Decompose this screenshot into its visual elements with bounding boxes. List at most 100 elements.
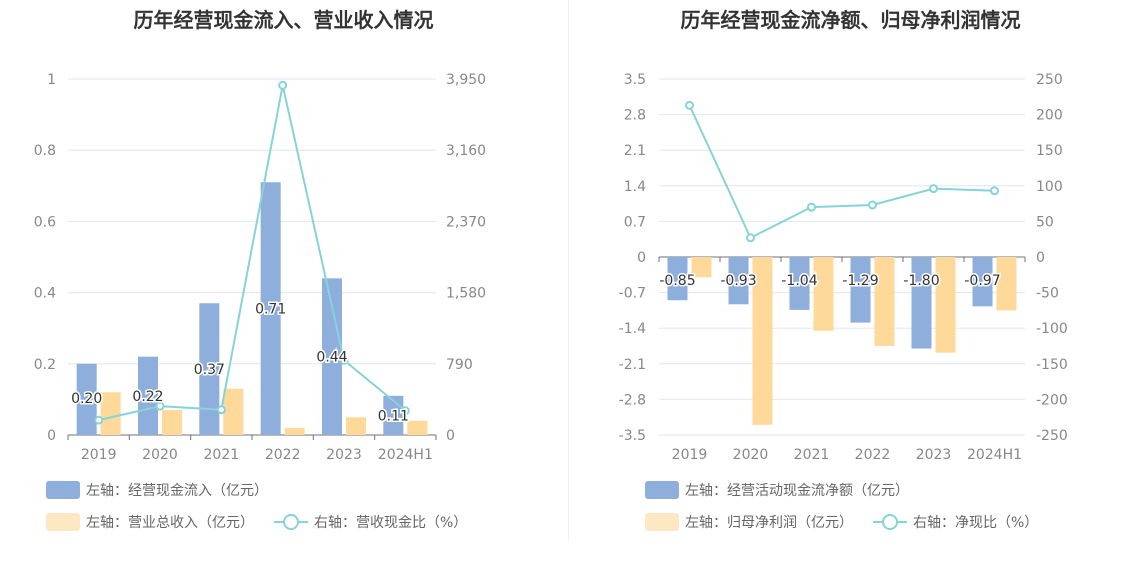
y-tick-label-right: 250 [1036, 72, 1063, 88]
y-tick-label-right: -100 [1036, 321, 1068, 337]
y-tick-label-left: -2.8 [619, 392, 646, 408]
y-tick-label-right: 200 [1036, 108, 1063, 124]
chart-canvas: -3.5 -250 -2.8 -200 -2.1 -150 -1.4 -100 -0.7 -50 0… [619, 72, 1068, 463]
bar-series-1 [260, 182, 281, 435]
bar-series-1 [850, 257, 871, 323]
bar-series-2 [691, 257, 712, 278]
data-label: -0.85 [659, 273, 695, 289]
legend-swatch-orange [645, 513, 679, 531]
bar-series-1 [76, 363, 97, 435]
x-tick-label: 2020 [142, 447, 178, 463]
data-label: 0.71 [255, 302, 286, 318]
legend-row-2: 左轴：营业总收入（亿元） 右轴：营收现金比（%） [46, 512, 487, 532]
line-point [807, 202, 816, 212]
y-tick-label-right: 2,370 [446, 214, 486, 230]
bar-series-2 [874, 257, 895, 346]
y-tick-label-left: -2.1 [619, 357, 646, 373]
bar-series-1 [199, 303, 220, 435]
x-tick-label: 2021 [204, 447, 240, 463]
bar-series-1 [138, 356, 158, 435]
bar-series-1 [911, 257, 932, 349]
legend-label: 左轴：归母净利润（亿元） [685, 515, 853, 531]
chart-canvas: 0 0 0.2 790 0.4 1,580 0.6 2,370 0.8 3,160 1 3,950 20… [34, 72, 486, 463]
x-tick-label: 2019 [672, 447, 708, 463]
legend-item[interactable]: 左轴：经营活动现金流净额（亿元） [645, 480, 909, 500]
line-point [400, 406, 410, 416]
legend-label: 左轴：营业总收入（亿元） [86, 515, 254, 531]
legend-item[interactable]: 左轴：归母净利润（亿元） [645, 512, 853, 532]
y-tick-label-left: -3.5 [619, 428, 646, 444]
y-tick-label-right: 3,950 [446, 72, 486, 88]
bar-series-2 [162, 410, 182, 435]
line-point [94, 415, 104, 425]
y-tick-label-right: 0 [1036, 250, 1045, 266]
legend-swatch-blue [645, 481, 679, 499]
bar-series-2 [996, 257, 1017, 311]
y-tick-label-left: 3.5 [624, 72, 646, 88]
bar-series-2 [752, 257, 773, 425]
chart-title: 历年经营现金流入、营业收入情况 [133, 8, 434, 32]
x-tick-label: 2023 [916, 447, 952, 463]
chart-title: 历年经营现金流净额、归母净利润情况 [680, 8, 1021, 32]
data-label: -0.97 [964, 273, 1000, 289]
y-tick-label-right: 50 [1036, 214, 1054, 230]
y-tick-label-right: 3,160 [446, 143, 486, 159]
x-tick-label: 2020 [733, 447, 769, 463]
legend-label: 左轴：经营现金流入（亿元） [86, 483, 268, 499]
line-point [216, 405, 226, 415]
y-tick-label-right: 790 [446, 357, 473, 373]
legend-row-1: 左轴：经营现金流入（亿元） [46, 480, 288, 500]
y-tick-label-left: 1 [47, 72, 56, 88]
line-series [98, 85, 406, 422]
line-point [746, 233, 755, 243]
y-tick-label-left: 1.4 [624, 179, 646, 195]
data-label: -0.93 [720, 273, 756, 289]
y-tick-label-right: -250 [1036, 428, 1068, 444]
legend-line-icon [274, 513, 308, 531]
legend-item[interactable]: 右轴：营收现金比（%） [274, 512, 467, 532]
y-tick-label-right: 0 [446, 428, 455, 444]
y-tick-label-left: 0.6 [34, 214, 56, 230]
line-point [155, 401, 165, 411]
y-tick-label-left: 2.1 [624, 143, 646, 159]
y-tick-label-right: -150 [1036, 357, 1068, 373]
data-label: 0.20 [71, 391, 102, 407]
line-point [685, 100, 694, 110]
data-label: -1.04 [781, 273, 817, 289]
legend-item[interactable]: 左轴：经营现金流入（亿元） [46, 480, 268, 500]
legend-row-1: 左轴：经营活动现金流净额（亿元） [645, 480, 929, 500]
bar-series-1 [972, 257, 993, 307]
line-point [339, 355, 349, 365]
bar-series-2 [407, 420, 428, 435]
x-tick-label: 2022 [855, 447, 891, 463]
x-tick-label: 2021 [794, 447, 830, 463]
legend-label: 左轴：经营活动现金流净额（亿元） [685, 483, 909, 499]
legend-item[interactable]: 右轴：净现比（%） [873, 512, 1038, 532]
chart-panel-right: 历年经营现金流净额、归母净利润情况 -3.5 -250 -2.8 -200 -2.1 -1… [567, 0, 1134, 582]
line-point [868, 200, 877, 210]
x-tick-label: 2022 [265, 447, 301, 463]
bar-series-2 [813, 257, 834, 331]
y-tick-label-right: -50 [1036, 286, 1059, 302]
y-tick-label-left: 2.8 [624, 108, 646, 124]
line-series [688, 104, 995, 240]
x-tick-label: 2019 [81, 447, 117, 463]
x-tick-label: 2024H1 [378, 447, 433, 463]
y-tick-label-left: -1.4 [619, 321, 646, 337]
legend-swatch-orange [46, 513, 80, 531]
legend-item[interactable]: 左轴：营业总收入（亿元） [46, 512, 254, 532]
y-tick-label-right: 1,580 [446, 286, 486, 302]
legend-line-icon [873, 513, 907, 531]
panel-divider [568, 0, 569, 540]
y-tick-label-left: 0.2 [34, 357, 56, 373]
y-tick-label-left: 0.4 [34, 286, 56, 302]
y-tick-label-left: 0.8 [34, 143, 56, 159]
x-tick-label: 2023 [326, 447, 362, 463]
bar-series-1 [667, 257, 688, 301]
chart-panel-left: 历年经营现金流入、营业收入情况 0 0 0.2 790 0.4 1,580 0.6 2,370… [34, 8, 487, 532]
legend-row-2: 左轴：归母净利润（亿元） 右轴：净现比（%） [645, 512, 1058, 532]
y-tick-label-right: 100 [1036, 179, 1063, 195]
bar-series-1 [789, 257, 810, 310]
x-tick-label: 2024H1 [967, 447, 1022, 463]
bar-series-1 [728, 257, 749, 305]
